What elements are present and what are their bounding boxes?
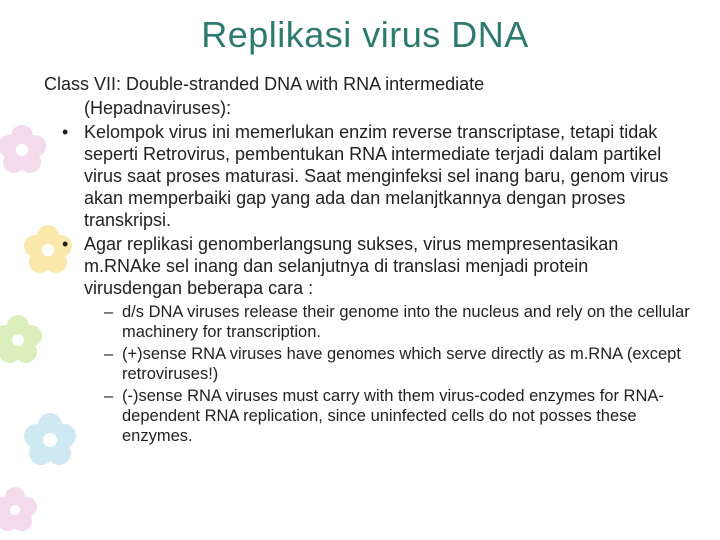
bullet-item: Agar replikasi genomberlangsung sukses, …: [62, 234, 690, 447]
intro-line-1: Class VII: Double-stranded DNA with RNA …: [44, 74, 690, 96]
sub-item: d/s DNA viruses release their genome int…: [104, 302, 690, 342]
bullet-text: Agar replikasi genomberlangsung sukses, …: [84, 234, 618, 298]
bullet-item: Kelompok virus ini memerlukan enzim reve…: [62, 122, 690, 232]
sub-list: d/s DNA viruses release their genome int…: [104, 302, 690, 447]
slide-title: Replikasi virus DNA: [40, 14, 690, 56]
sub-item: (-)sense RNA viruses must carry with the…: [104, 386, 690, 446]
bullet-list: Kelompok virus ini memerlukan enzim reve…: [62, 122, 690, 447]
slide-content: Replikasi virus DNA Class VII: Double-st…: [0, 0, 720, 458]
sub-item: (+)sense RNA viruses have genomes which …: [104, 344, 690, 384]
intro-line-2: (Hepadnaviruses):: [84, 98, 690, 120]
